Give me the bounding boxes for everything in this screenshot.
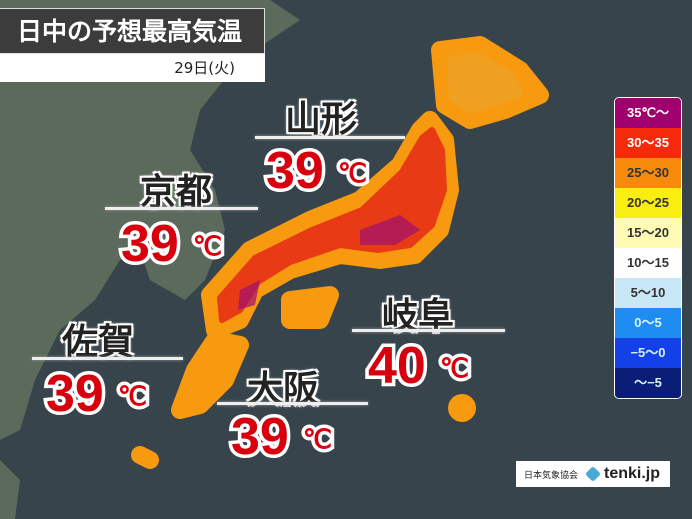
- underline: [105, 207, 258, 210]
- legend-item: ～−5: [615, 368, 681, 398]
- legend-item: 30～35: [615, 128, 681, 158]
- tenki-logo-icon: [585, 466, 601, 482]
- brand-name: tenki.jp: [604, 465, 661, 482]
- temp-value: 39: [118, 215, 183, 274]
- temp-value: 39: [43, 365, 108, 424]
- temp-osaka: 39 ℃: [228, 408, 336, 467]
- temp-saga: 39 ℃: [43, 365, 151, 424]
- legend-item: 25～30: [615, 158, 681, 188]
- temp-kyoto: 39 ℃: [118, 215, 226, 274]
- legend-item: −5～0: [615, 338, 681, 368]
- city-label-saga: 佐賀: [62, 322, 135, 363]
- temp-unit: ℃: [189, 230, 225, 263]
- temp-value: 40: [365, 337, 430, 396]
- temp-gifu: 40 ℃: [365, 337, 473, 396]
- city-label-kyoto: 京都: [140, 172, 213, 213]
- temp-unit: ℃: [436, 352, 472, 385]
- org-name: 日本気象協会: [524, 470, 579, 481]
- underline: [217, 402, 368, 405]
- city-label-yamagata: 山形: [285, 99, 358, 140]
- map-title: 日中の予想最高気温: [0, 8, 265, 54]
- underline: [32, 357, 183, 360]
- legend-item: 10～15: [615, 248, 681, 278]
- legend-item: 20～25: [615, 188, 681, 218]
- legend-item: 15～20: [615, 218, 681, 248]
- underline: [255, 136, 405, 139]
- temp-value: 39: [263, 142, 328, 201]
- mainland-asia: [0, 0, 300, 519]
- legend-item: 35℃～: [615, 98, 681, 128]
- legend-item: 5～10: [615, 278, 681, 308]
- temperature-legend: 35℃～ 30～35 25～30 20～25 15～20 10～15 5～10 0～5 −5～0…: [614, 97, 682, 399]
- temp-unit: ℃: [299, 423, 335, 456]
- temp-yamagata: 39 ℃: [263, 142, 371, 201]
- japan-land: [131, 36, 549, 469]
- temp-unit: ℃: [334, 157, 370, 190]
- credit-logo: 日本気象協会 tenki.jp: [516, 461, 670, 487]
- temp-value: 39: [228, 408, 293, 467]
- temp-unit: ℃: [114, 380, 150, 413]
- underline: [352, 329, 505, 332]
- forecast-date: 29日(火): [0, 54, 265, 82]
- legend-item: 0～5: [615, 308, 681, 338]
